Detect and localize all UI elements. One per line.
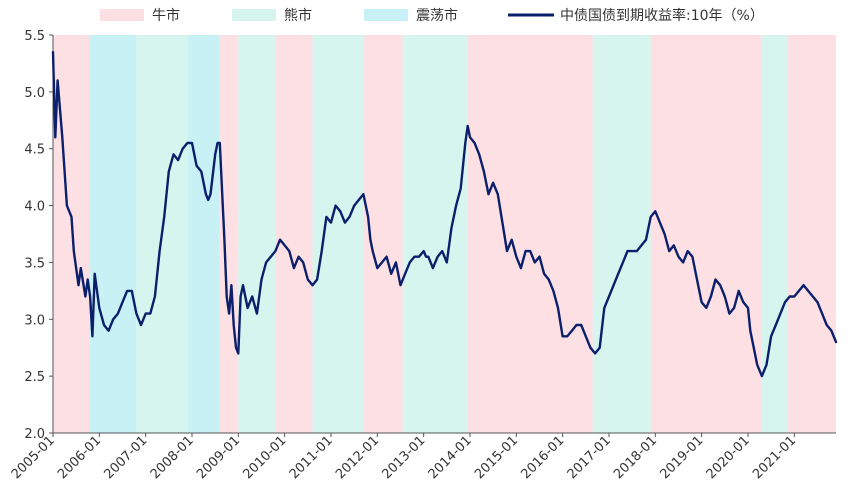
regime-band — [402, 35, 468, 433]
y-tick-label: 5.0 — [24, 86, 45, 101]
regime-bands — [53, 35, 836, 433]
legend-label: 震荡市 — [416, 7, 458, 24]
x-tick-label: 2012-01 — [333, 433, 382, 482]
regime-band — [592, 35, 651, 433]
x-tick-label: 2006-01 — [55, 433, 104, 482]
yield-line — [51, 50, 838, 378]
x-tick-label: 2020-01 — [704, 433, 753, 482]
y-tick-label: 4.0 — [24, 200, 45, 215]
regime-band — [650, 35, 762, 433]
x-tick-label: 2010-01 — [240, 433, 289, 482]
regime-band — [187, 35, 220, 433]
y-tick-label: 4.5 — [24, 143, 45, 158]
regime-band — [90, 35, 137, 433]
regime-band — [275, 35, 313, 433]
y-tick-label: 3.5 — [24, 256, 45, 271]
legend: 牛市 熊市 震荡市 中债国债到期收益率:10年（%） — [100, 7, 764, 24]
x-tick-label: 2017-01 — [565, 433, 614, 482]
x-tick-label: 2008-01 — [148, 433, 197, 482]
x-tick-label: 2016-01 — [518, 433, 567, 482]
legend-label: 牛市 — [152, 7, 180, 24]
y-tick-label: 2.0 — [24, 427, 45, 442]
x-tick-label: 2011-01 — [287, 433, 336, 482]
y-tick-label: 5.5 — [24, 29, 45, 44]
x-tick-label: 2021-01 — [750, 433, 799, 482]
x-tick-label: 2019-01 — [657, 433, 706, 482]
regime-band — [761, 35, 788, 433]
legend-label: 中债国债到期收益率:10年（%） — [560, 7, 764, 24]
x-tick-label: 2007-01 — [101, 433, 150, 482]
y-ticks: 2.0 2.5 3.0 3.5 4.0 4.5 5.0 5.5 — [24, 29, 53, 442]
regime-band — [787, 35, 836, 433]
x-tick-label: 2009-01 — [194, 433, 243, 482]
x-tick-label: 2018-01 — [611, 433, 660, 482]
x-tick-label: 2013-01 — [379, 433, 428, 482]
y-tick-label: 2.5 — [24, 370, 45, 385]
x-tick-label: 2014-01 — [426, 433, 475, 482]
axes — [52, 35, 836, 434]
regime-band — [219, 35, 239, 433]
legend-swatch — [232, 9, 276, 21]
y-tick-label: 3.0 — [24, 313, 45, 328]
legend-swatch — [364, 9, 408, 21]
regime-band — [312, 35, 364, 433]
x-tick-label: 2015-01 — [472, 433, 521, 482]
legend-swatch — [100, 9, 144, 21]
x-ticks: 2005-012006-012007-012008-012009-012010-… — [9, 433, 799, 482]
regime-band — [238, 35, 276, 433]
regime-band — [467, 35, 593, 433]
legend-label: 熊市 — [284, 7, 312, 24]
